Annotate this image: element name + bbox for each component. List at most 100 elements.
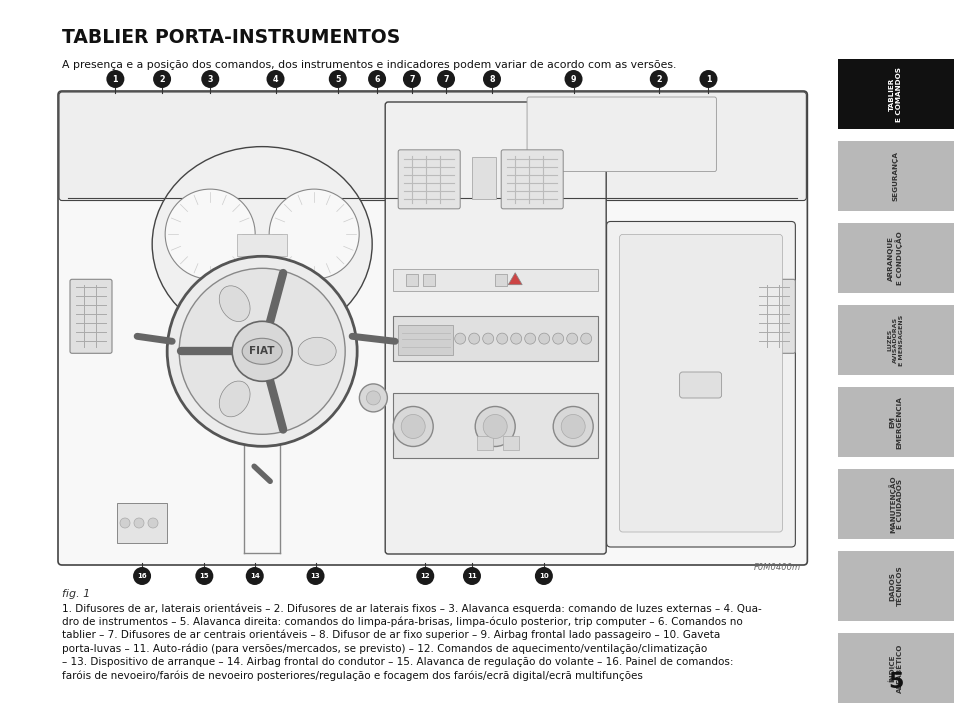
Ellipse shape (219, 381, 250, 417)
Text: 10: 10 (539, 573, 549, 579)
Bar (423, 274, 435, 286)
Bar (472, 157, 496, 199)
Text: 5: 5 (888, 672, 903, 693)
Circle shape (133, 567, 151, 585)
Circle shape (496, 333, 508, 344)
Circle shape (475, 406, 516, 447)
FancyBboxPatch shape (58, 91, 807, 565)
Circle shape (581, 333, 591, 344)
Text: 6: 6 (374, 74, 380, 84)
Circle shape (700, 70, 717, 88)
Circle shape (180, 268, 346, 435)
Bar (406, 274, 419, 286)
FancyBboxPatch shape (70, 279, 112, 353)
Text: 7: 7 (409, 74, 415, 84)
Circle shape (483, 70, 501, 88)
FancyBboxPatch shape (527, 97, 716, 172)
Text: LUZES
AVISADORAS
E MENSAGENS: LUZES AVISADORAS E MENSAGENS (887, 315, 904, 366)
Circle shape (455, 333, 466, 344)
Text: 1: 1 (706, 74, 711, 84)
Text: A presença e a posição dos comandos, dos instrumentos e indicadores podem variar: A presença e a posição dos comandos, dos… (62, 60, 677, 70)
Bar (117, 503, 167, 543)
Bar (838, 223, 953, 294)
Circle shape (539, 333, 550, 344)
Text: FIAT: FIAT (250, 346, 275, 357)
Circle shape (417, 567, 434, 585)
Circle shape (165, 189, 255, 279)
Text: 2: 2 (159, 74, 165, 84)
Circle shape (468, 333, 480, 344)
Text: TABLIER
E COMANDOS: TABLIER E COMANDOS (889, 67, 902, 122)
FancyBboxPatch shape (385, 102, 606, 554)
Text: 2: 2 (656, 74, 661, 84)
Text: 9: 9 (571, 74, 576, 84)
FancyBboxPatch shape (680, 372, 722, 398)
FancyBboxPatch shape (754, 279, 795, 353)
Circle shape (483, 415, 507, 438)
Circle shape (483, 333, 493, 344)
Circle shape (202, 70, 219, 88)
Circle shape (562, 415, 586, 438)
Bar (394, 316, 598, 361)
Bar (398, 325, 453, 354)
Bar (838, 141, 953, 211)
Bar (838, 305, 953, 375)
Text: 8: 8 (490, 74, 494, 84)
Text: F0M0400m: F0M0400m (755, 563, 802, 572)
FancyBboxPatch shape (398, 150, 460, 209)
Text: tablier – 7. Difusores de ar centrais orientáveis – 8. Difusor de ar fixo superi: tablier – 7. Difusores de ar centrais or… (62, 630, 720, 640)
Circle shape (437, 70, 455, 88)
Bar (838, 469, 953, 540)
Text: 13: 13 (311, 573, 321, 579)
Text: 11: 11 (468, 573, 477, 579)
Text: – 13. Dispositivo de arranque – 14. Airbag frontal do condutor – 15. Alavanca de: – 13. Dispositivo de arranque – 14. Airb… (62, 657, 733, 667)
Text: 3: 3 (207, 74, 213, 84)
Text: fig. 1: fig. 1 (62, 589, 90, 599)
Text: ARRANQUE
E CONDUÇÃO: ARRANQUE E CONDUÇÃO (888, 231, 903, 285)
Circle shape (148, 518, 158, 528)
Ellipse shape (299, 337, 336, 365)
Circle shape (566, 333, 578, 344)
Ellipse shape (242, 338, 282, 364)
Circle shape (359, 384, 388, 412)
Text: 4: 4 (273, 74, 278, 84)
Circle shape (564, 70, 583, 88)
Text: ÍNDICE
ALFABÉTICO: ÍNDICE ALFABÉTICO (889, 643, 902, 693)
Text: 5: 5 (335, 74, 341, 84)
Bar (394, 393, 598, 459)
Circle shape (511, 333, 521, 344)
Text: 1. Difusores de ar, laterais orientáveis – 2. Difusores de ar laterais fixos – 3: 1. Difusores de ar, laterais orientáveis… (62, 603, 761, 613)
Text: TABLIER PORTA-INSTRUMENTOS: TABLIER PORTA-INSTRUMENTOS (62, 28, 400, 47)
Circle shape (367, 391, 380, 405)
Circle shape (306, 567, 324, 585)
Text: 15: 15 (200, 573, 209, 579)
Circle shape (153, 70, 171, 88)
Bar (477, 437, 493, 450)
Circle shape (401, 415, 425, 438)
Circle shape (463, 567, 481, 585)
Circle shape (246, 567, 264, 585)
Bar (838, 632, 953, 703)
Text: 7: 7 (444, 74, 448, 84)
Circle shape (553, 406, 593, 447)
Bar (503, 437, 519, 450)
Text: MANUTENÇÃO
E CUIDADOS: MANUTENÇÃO E CUIDADOS (888, 475, 903, 533)
FancyBboxPatch shape (501, 150, 564, 209)
Circle shape (553, 333, 564, 344)
Circle shape (167, 256, 357, 446)
Circle shape (232, 321, 292, 381)
Polygon shape (508, 273, 522, 285)
Ellipse shape (153, 147, 372, 342)
Bar (394, 269, 598, 291)
Bar (237, 234, 287, 256)
Bar (495, 274, 507, 286)
Text: dro de instrumentos – 5. Alavanca direita: comandos do limpa-pára-brisas, limpa-: dro de instrumentos – 5. Alavanca direit… (62, 617, 743, 627)
Circle shape (328, 70, 347, 88)
Text: SEGURANÇA: SEGURANÇA (893, 151, 899, 201)
Circle shape (195, 567, 213, 585)
Text: EM
EMERGÊNCIA: EM EMERGÊNCIA (889, 396, 902, 449)
Text: 14: 14 (250, 573, 260, 579)
Text: DADOS
TÉCNICOS: DADOS TÉCNICOS (889, 566, 902, 606)
Text: 16: 16 (137, 573, 147, 579)
Circle shape (269, 189, 359, 279)
